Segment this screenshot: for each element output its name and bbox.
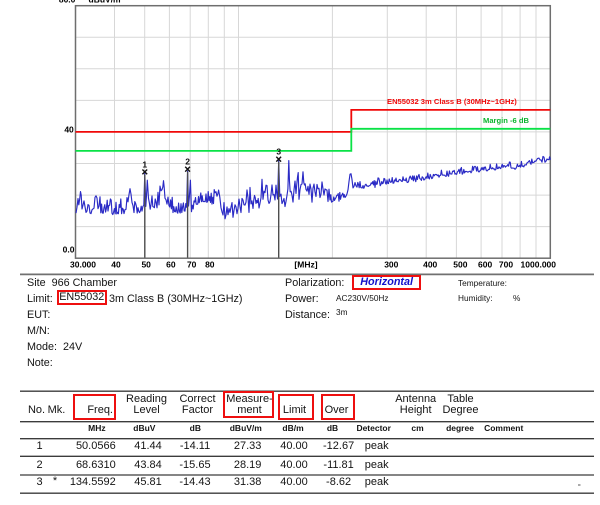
svg-text:EN55032 3m Class B (30MHz~1GHz: EN55032 3m Class B (30MHz~1GHz) bbox=[387, 97, 517, 106]
svg-text:300: 300 bbox=[384, 259, 398, 269]
svg-text:2: 2 bbox=[185, 157, 190, 167]
svg-text:40: 40 bbox=[64, 125, 74, 135]
svg-text:600: 600 bbox=[478, 259, 492, 269]
svg-text:80: 80 bbox=[205, 259, 215, 269]
svg-text:0.0: 0.0 bbox=[63, 245, 75, 255]
svg-text:70: 70 bbox=[187, 259, 197, 269]
svg-text:1000.000: 1000.000 bbox=[521, 259, 557, 269]
svg-text:Margin -6 dB: Margin -6 dB bbox=[483, 116, 530, 125]
svg-text:30.000: 30.000 bbox=[70, 259, 96, 269]
svg-text:700: 700 bbox=[499, 259, 513, 269]
svg-text:50: 50 bbox=[141, 259, 151, 269]
svg-text:[MHz]: [MHz] bbox=[294, 259, 317, 269]
svg-text:400: 400 bbox=[423, 259, 437, 269]
svg-text:500: 500 bbox=[453, 259, 467, 269]
svg-text:dBuV/m: dBuV/m bbox=[89, 0, 122, 5]
svg-text:3: 3 bbox=[276, 147, 281, 157]
svg-text:80.0: 80.0 bbox=[59, 0, 76, 5]
svg-text:60: 60 bbox=[166, 259, 176, 269]
svg-text:40: 40 bbox=[111, 259, 121, 269]
svg-text:1: 1 bbox=[142, 159, 147, 169]
